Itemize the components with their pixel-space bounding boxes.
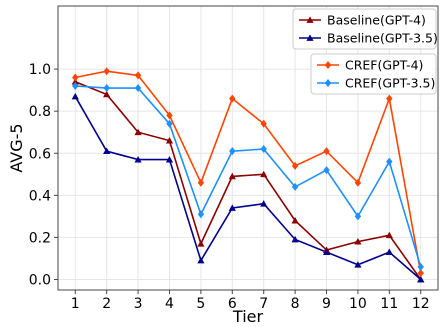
- series-line-baseline-gpt-3-5: [74, 96, 422, 281]
- data-point-cref-gpt-3-5: [291, 182, 299, 191]
- data-point-cref-gpt-4: [291, 161, 299, 170]
- data-point-baseline-gpt-4: [260, 170, 268, 178]
- data-point-baseline-gpt-3-5: [417, 275, 425, 283]
- data-point-baseline-gpt-3-5: [71, 92, 79, 100]
- data-point-baseline-gpt-4: [291, 216, 299, 224]
- y-tick-label: 1.0: [29, 62, 51, 78]
- series-line-cref-gpt-4: [75, 70, 422, 274]
- legend-label-cref-gpt-4: CREF(GPT-4): [345, 58, 423, 73]
- data-point-cref-gpt-3-5: [134, 84, 142, 93]
- x-axis-label: Tier: [232, 307, 264, 326]
- data-point-baseline-gpt-4: [197, 240, 205, 247]
- data-point-cref-gpt-3-5: [354, 212, 362, 221]
- legend-swatch-marker: [324, 79, 332, 87]
- series-markers: [71, 67, 425, 283]
- data-point-cref-gpt-3-5: [166, 119, 173, 128]
- x-tick-label: 6: [228, 296, 237, 312]
- data-point-cref-gpt-3-5: [229, 147, 236, 156]
- axis-ticks: 1 2 3 4 5 6 7 8 9 10 11 120.00.20.40.60.81.0: [29, 62, 430, 312]
- x-tick-label: 10: [349, 296, 367, 312]
- data-point-cref-gpt-4: [72, 73, 79, 82]
- x-tick-label: 5: [196, 296, 205, 312]
- data-point-cref-gpt-4: [197, 178, 205, 187]
- x-tick-label: 9: [322, 296, 331, 312]
- data-point-cref-gpt-3-5: [417, 262, 424, 271]
- plot-frame: [57, 5, 439, 291]
- data-point-baseline-gpt-3-5: [260, 200, 268, 207]
- data-point-cref-gpt-4: [166, 111, 173, 120]
- data-point-cref-gpt-3-5: [386, 157, 393, 166]
- y-tick-label: 0.2: [29, 230, 51, 246]
- x-tick-label: 12: [412, 296, 430, 312]
- data-point-cref-gpt-3-5: [103, 84, 110, 93]
- x-tick-label: 4: [165, 296, 174, 312]
- series-line-cref-gpt-3-5: [75, 85, 422, 268]
- data-point-cref-gpt-3-5: [323, 166, 330, 175]
- data-point-cref-gpt-4: [134, 71, 142, 80]
- data-point-cref-gpt-3-5: [72, 81, 79, 90]
- y-axis-label: AVG-5: [7, 123, 26, 172]
- series-lines: [74, 70, 422, 281]
- x-tick-label: 1: [71, 296, 80, 312]
- legend-swatch-marker: [324, 61, 332, 69]
- data-point-cref-gpt-4: [323, 147, 330, 156]
- y-tick-label: 0.4: [29, 188, 51, 204]
- data-point-baseline-gpt-3-5: [228, 204, 236, 211]
- legend-1: Baseline(GPT-4) Baseline(GPT-3.5): [292, 8, 438, 50]
- x-tick-label: 7: [259, 296, 268, 312]
- data-point-cref-gpt-4: [260, 119, 267, 128]
- data-point-baseline-gpt-4: [354, 238, 362, 245]
- data-point-baseline-gpt-4: [165, 137, 174, 144]
- legend-label-baseline-gpt-3-5: Baseline(GPT-3.5): [327, 31, 438, 46]
- data-point-cref-gpt-3-5: [197, 210, 205, 219]
- data-point-cref-gpt-4: [229, 94, 236, 103]
- data-point-cref-gpt-3-5: [260, 145, 267, 154]
- data-point-baseline-gpt-3-5: [197, 256, 205, 264]
- x-tick-label: 3: [134, 296, 143, 312]
- x-tick-label: 2: [102, 296, 111, 312]
- data-point-baseline-gpt-3-5: [385, 248, 393, 256]
- x-tick-label: 8: [291, 296, 300, 312]
- y-tick-label: 0.0: [29, 272, 51, 288]
- data-point-baseline-gpt-4: [103, 90, 111, 98]
- legends: Baseline(GPT-4) Baseline(GPT-3.5) CREF(GPT…: [292, 8, 438, 95]
- legend-2: CREF(GPT-4) CREF(GPT-3.5): [310, 53, 437, 95]
- legend-label-baseline-gpt-4: Baseline(GPT-4): [327, 13, 426, 28]
- data-point-baseline-gpt-3-5: [165, 155, 174, 163]
- legend-box: [292, 8, 437, 50]
- x-tick-label: 11: [380, 296, 398, 312]
- data-point-cref-gpt-4: [354, 178, 362, 187]
- data-point-cref-gpt-4: [386, 94, 393, 103]
- data-point-baseline-gpt-3-5: [322, 248, 331, 256]
- y-tick-label: 0.8: [29, 104, 51, 120]
- y-tick-label: 0.6: [29, 146, 51, 162]
- data-point-baseline-gpt-3-5: [354, 261, 362, 268]
- legend-label-cref-gpt-3-5: CREF(GPT-3.5): [345, 76, 435, 91]
- legend-box: [310, 53, 437, 95]
- data-point-baseline-gpt-3-5: [134, 155, 142, 163]
- data-point-cref-gpt-4: [417, 269, 424, 278]
- data-point-baseline-gpt-4: [385, 231, 393, 239]
- legend-swatch-marker: [306, 34, 314, 41]
- data-point-baseline-gpt-3-5: [291, 235, 299, 243]
- data-point-cref-gpt-4: [103, 67, 110, 76]
- data-point-baseline-gpt-4: [228, 172, 236, 180]
- legend-swatch-marker: [306, 16, 314, 23]
- data-point-baseline-gpt-4: [134, 128, 142, 136]
- series-line-baseline-gpt-4: [74, 80, 422, 280]
- data-point-baseline-gpt-3-5: [103, 147, 111, 155]
